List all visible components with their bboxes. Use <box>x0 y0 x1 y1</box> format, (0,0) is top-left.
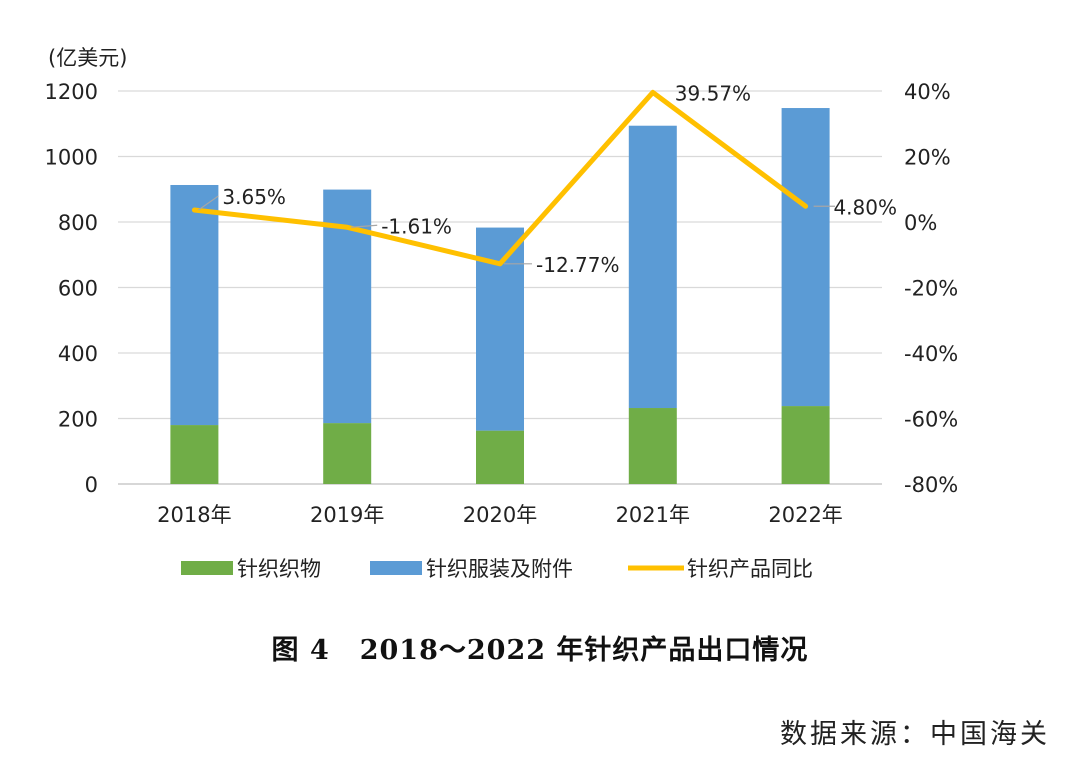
bar-knit-fabric <box>476 430 524 484</box>
bar-knit-apparel <box>170 184 219 426</box>
right-axis-tick-label: 20% <box>904 146 951 170</box>
right-axis-tick-label: -40% <box>904 342 958 366</box>
bar-knit-apparel <box>628 125 677 409</box>
left-axis-tick-label: 600 <box>58 277 98 301</box>
left-axis-tick-label: 200 <box>58 408 98 432</box>
left-axis-tick-label: 0 <box>85 473 98 497</box>
label-leader-line <box>351 224 378 228</box>
line-data-label: -1.61% <box>381 214 452 238</box>
x-axis-tick-label: 2022年 <box>768 503 842 527</box>
line-data-label: 4.80% <box>833 195 897 219</box>
figure-number: 图 4 <box>271 635 330 666</box>
x-axis-ticks: 2018年 2019年 2020年 2021年 2022年 <box>157 503 843 527</box>
left-axis-ticks: 0 200 400 600 800 1000 1200 <box>45 80 98 497</box>
line-data-label: 3.65% <box>222 185 286 209</box>
bar-knit-fabric <box>323 423 372 484</box>
x-axis-tick-label: 2018年 <box>157 503 231 527</box>
right-axis-ticks: -80% -60% -40% -20% 0% 20% 40% <box>904 80 958 497</box>
legend-label: 针织织物 <box>237 557 321 581</box>
legend-label: 针织产品同比 <box>687 557 813 581</box>
x-axis-tick-label: 2019年 <box>310 503 384 527</box>
chart: 0 200 400 600 800 1000 1200 -80% -60% -40% -20% 0%… <box>45 46 959 581</box>
right-axis-tick-label: 0% <box>904 211 937 235</box>
left-axis-tick-label: 400 <box>58 342 98 366</box>
data-source: 数据来源：中国海关 <box>780 712 1050 751</box>
line-data-label: -12.77% <box>536 253 619 277</box>
bar-knit-apparel <box>781 108 830 407</box>
bar-knit-fabric <box>170 425 219 484</box>
right-axis-tick-label: -20% <box>904 277 958 301</box>
bar-knit-fabric <box>781 406 830 484</box>
figure-title: 2018～2022 年针织产品出口情况 <box>359 635 809 666</box>
x-axis-tick-label: 2021年 <box>616 503 690 527</box>
x-axis-tick-label: 2020年 <box>463 503 537 527</box>
right-axis-tick-label: 40% <box>904 80 951 104</box>
left-axis-tick-label: 800 <box>58 211 98 235</box>
data-source-text: 数据来源：中国海关 <box>780 719 1050 750</box>
bar-knit-fabric <box>628 408 677 484</box>
data-labels: 3.65% -1.61% -12.77% 39.57% 4.80% <box>198 81 897 277</box>
left-axis-tick-label: 1000 <box>45 146 98 170</box>
right-axis-tick-label: -60% <box>904 408 958 432</box>
left-axis-tick-label: 1200 <box>45 80 98 104</box>
left-axis-unit-label: (亿美元) <box>48 46 127 70</box>
yoy-line <box>191 89 809 267</box>
label-leader-line <box>198 195 219 211</box>
line-data-label: 39.57% <box>675 81 751 105</box>
legend-label: 针织服装及附件 <box>426 557 573 581</box>
right-axis-tick-label: -80% <box>904 473 958 497</box>
bars <box>170 108 830 484</box>
legend-swatch <box>181 561 233 575</box>
yoy-line-path <box>191 89 809 267</box>
legend: 针织织物 针织服装及附件 针织产品同比 <box>181 557 813 581</box>
legend-swatch <box>370 561 422 575</box>
figure-caption: 图 4 2018～2022 年针织产品出口情况 <box>0 628 1080 667</box>
